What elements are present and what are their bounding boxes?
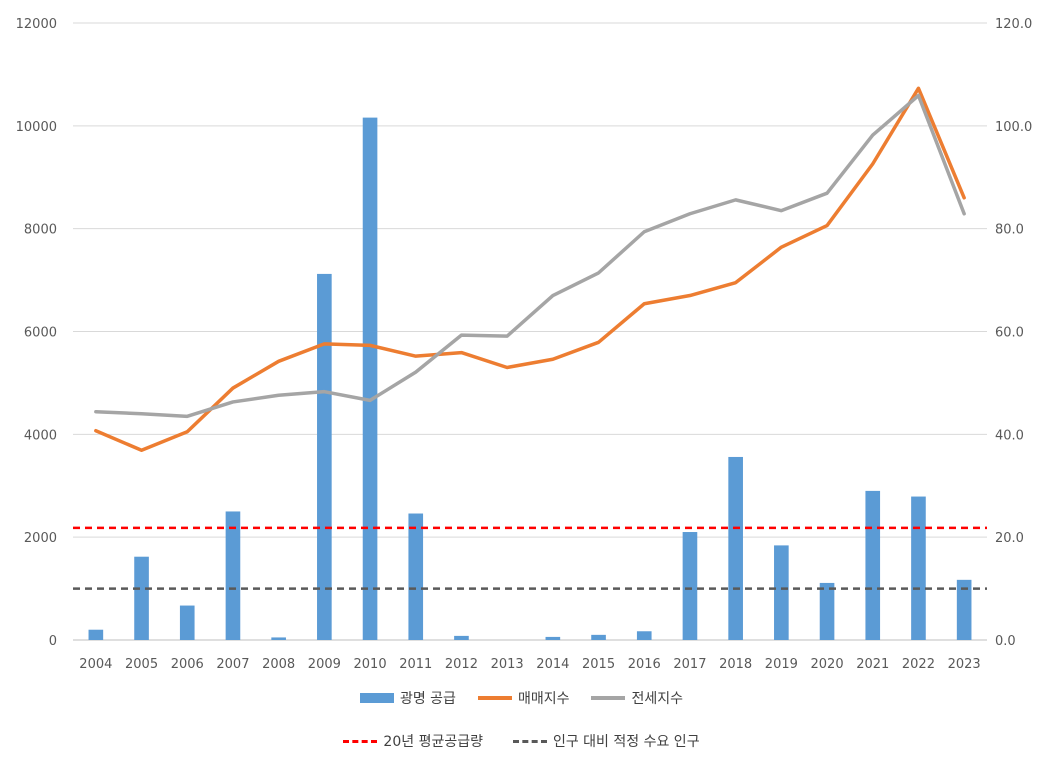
x-axis-ticks: 2004 2005 2006 2007 2008 2009 2010 2011 2012 2013… [79,657,980,672]
x-tick-label: 2014 [536,657,569,672]
legend-item: 매매지수 [477,688,570,708]
legend-swatch [477,696,512,700]
x-tick-label: 2010 [354,657,387,672]
x-tick-label: 2011 [399,657,432,672]
left-tick-label: 12000 [16,17,57,32]
x-tick-label: 2013 [491,657,524,672]
right-tick-label: 60.0 [995,326,1024,341]
legend-row-2: 20년 평균공급량 인구 대비 적정 수요 인구 [0,731,1043,751]
x-tick-label: 2006 [171,657,204,672]
bar [545,636,561,640]
bar [454,635,469,640]
series-line [94,86,966,453]
left-tick-label: 6000 [24,326,57,341]
x-tick-label: 2005 [125,657,158,672]
x-tick-label: 2017 [673,657,706,672]
left-tick-label: 8000 [24,223,57,238]
bar [774,545,789,640]
bar [728,456,743,640]
bar [179,605,195,640]
left-tick-label: 0 [49,634,57,649]
x-tick-label: 2022 [902,657,935,672]
right-tick-label: 100.0 [995,120,1032,135]
legend-swatch [359,693,394,703]
left-tick-label: 4000 [24,428,57,443]
legend-item: 20년 평균공급량 [343,731,483,751]
legend-item: 광명 공급 [359,688,456,708]
bar-series [88,117,972,640]
bar [271,637,286,640]
bar [362,117,378,640]
legend-swatch [591,696,626,700]
right-tick-label: 20.0 [995,531,1024,546]
legend-label: 인구 대비 적정 수요 인구 [552,734,700,750]
x-tick-label: 2008 [262,657,295,672]
x-tick-label: 2004 [79,657,112,672]
bar [88,629,104,640]
right-tick-label: 80.0 [995,223,1024,238]
x-tick-label: 2023 [948,657,981,672]
left-axis-ticks: 0 2000 4000 6000 8000 10000 12000 [16,17,57,649]
legend-label: 20년 평균공급량 [383,734,483,750]
right-tick-label: 40.0 [995,428,1024,443]
bar [408,513,424,640]
right-tick-label: 0.0 [995,634,1016,649]
right-axis-ticks: 0.0 20.0 40.0 60.0 80.0 100.0 120.0 [995,17,1032,649]
x-tick-label: 2018 [719,657,752,672]
legend-label: 전세지수 [631,691,684,707]
bar [225,511,241,640]
legend-item: 인구 대비 적정 수요 인구 [512,731,700,751]
reference-lines [73,526,987,590]
left-tick-label: 10000 [16,120,57,135]
bar [591,634,606,640]
bar [865,490,881,640]
bar [682,532,698,640]
bar [134,556,149,640]
line-series [94,86,966,453]
right-tick-label: 120.0 [995,17,1032,32]
series-line [94,93,966,419]
x-tick-label: 2012 [445,657,478,672]
bar [956,579,972,640]
gridlines [73,22,987,641]
bar [911,496,926,640]
legend-row-1: 광명 공급 매매지수 전세지수 [0,688,1043,708]
bar [636,631,652,640]
x-tick-label: 2007 [216,657,249,672]
legend-swatch [343,739,378,743]
x-tick-label: 2016 [628,657,661,672]
x-tick-label: 2009 [308,657,341,672]
legend-swatch [512,739,547,743]
x-tick-label: 2019 [765,657,798,672]
legend-label: 광명 공급 [399,691,456,707]
bar [317,273,332,640]
legend-item: 전세지수 [591,688,683,708]
x-tick-label: 2021 [856,657,889,672]
left-tick-label: 2000 [24,531,57,546]
x-tick-label: 2015 [582,657,615,672]
legend-label: 매매지수 [517,691,570,707]
x-tick-label: 2020 [811,657,844,672]
bar [819,582,835,640]
